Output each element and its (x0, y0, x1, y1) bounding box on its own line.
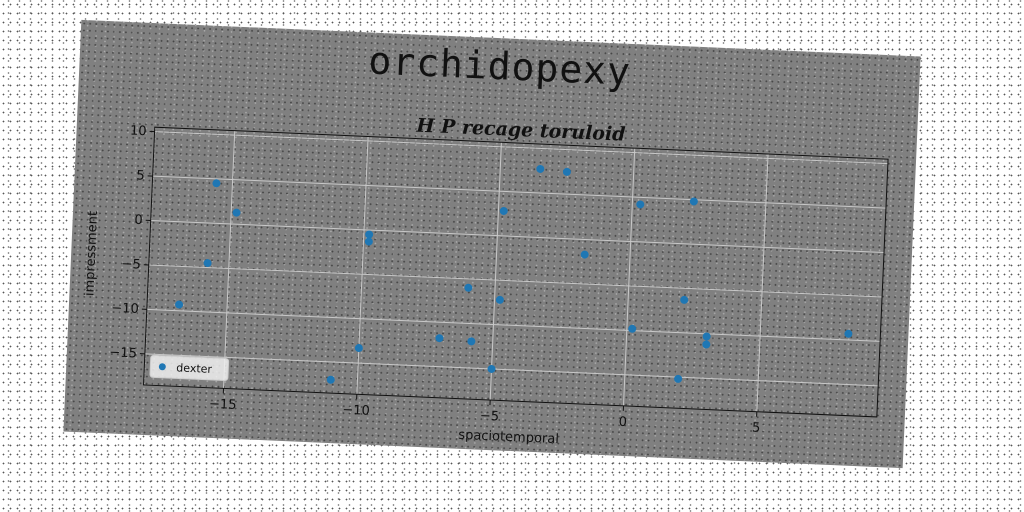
x-gridline (757, 154, 768, 412)
x-tick-label: −15 (209, 397, 237, 413)
data-point (464, 284, 472, 292)
plot-frame (144, 127, 889, 417)
x-gridline (224, 131, 235, 389)
data-point (175, 300, 183, 308)
x-tick-label: 5 (752, 421, 761, 436)
data-points (172, 149, 859, 406)
y-gridline (147, 309, 880, 341)
grid-lines (144, 127, 889, 417)
x-gridline (623, 148, 634, 406)
x-tick-label: 0 (618, 415, 627, 430)
data-point (536, 165, 544, 173)
data-point (690, 197, 698, 205)
data-point (628, 325, 636, 333)
y-tick-label: 5 (136, 168, 145, 183)
data-point (467, 337, 475, 345)
data-point (203, 259, 211, 267)
legend-label: dexter (176, 361, 213, 376)
data-point (435, 334, 443, 342)
y-tick-label: −10 (111, 301, 139, 317)
data-point (487, 365, 495, 373)
data-point (680, 296, 688, 304)
data-point (500, 207, 508, 215)
data-point (355, 344, 363, 352)
data-point (365, 230, 373, 238)
data-point (702, 340, 710, 348)
x-tick-label: −10 (342, 403, 370, 419)
x-gridline (357, 136, 368, 394)
legend: dexter (150, 355, 229, 380)
chart-title: H P recage toruloid (415, 115, 626, 146)
data-point (844, 330, 852, 338)
y-tick-label: −5 (121, 257, 141, 273)
data-point (674, 375, 682, 383)
y-gridline (151, 221, 884, 253)
y-tick-label: 10 (130, 124, 147, 140)
x-axis-label: spaciotemporal (458, 428, 559, 447)
chart-figure: orchidopexy H P recage toruloid −15 −10 −5… (63, 20, 920, 468)
data-point (365, 237, 373, 245)
x-gridline (490, 142, 501, 400)
y-tick-label: 0 (134, 213, 143, 228)
data-point (212, 179, 220, 187)
data-point (636, 200, 644, 208)
data-point (327, 376, 335, 384)
data-point (496, 296, 504, 304)
y-gridline (145, 354, 878, 386)
y-gridline (153, 176, 886, 208)
y-gridline (149, 265, 882, 297)
x-tick-label: −5 (480, 409, 500, 425)
y-axis-label: impressment (82, 211, 101, 297)
data-point (563, 168, 571, 176)
data-point (581, 250, 589, 258)
data-point (232, 209, 240, 217)
axis-ticks: −15 −10 −5 0 5 10 5 0 −5 −10 −15 (107, 123, 772, 436)
scatter-chart: H P recage toruloid −15 −10 −5 0 51050−5−10−… (63, 20, 920, 468)
y-tick-label: −15 (109, 345, 137, 361)
